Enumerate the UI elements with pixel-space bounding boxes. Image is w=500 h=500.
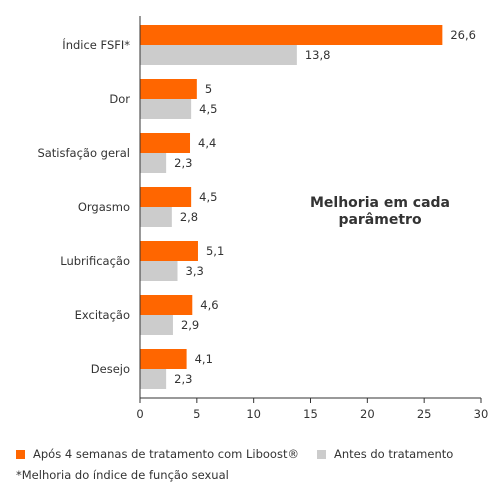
bar	[140, 295, 193, 315]
category-label: Índice FSFI*	[62, 37, 130, 52]
data-label: 13,8	[305, 48, 331, 62]
footnote: *Melhoria do índice de função sexual	[16, 468, 229, 482]
x-tick-label: 15	[303, 407, 318, 421]
bar	[140, 261, 178, 281]
axes-group: Índice FSFI* Dor Satisfação geral Orgasmo Lu…	[37, 16, 488, 421]
annotation-line-2: parâmetro	[338, 212, 422, 228]
data-label: 2,9	[181, 318, 199, 332]
data-label: 4,6	[200, 298, 218, 312]
x-tick-label: 5	[193, 407, 200, 421]
data-label: 2,8	[180, 210, 198, 224]
data-label: 4,5	[199, 190, 217, 204]
category-label: Dor	[109, 92, 130, 106]
bar	[140, 241, 198, 261]
category-label: Orgasmo	[78, 200, 130, 214]
data-label: 4,5	[199, 102, 217, 116]
category-label: Excitação	[75, 308, 130, 322]
bar	[140, 133, 191, 153]
data-label: 2,3	[174, 372, 192, 386]
category-label: Satisfação geral	[37, 146, 130, 160]
bar	[140, 207, 172, 227]
data-label: 4,1	[195, 352, 213, 366]
bar	[140, 187, 192, 207]
legend-label-after: Após 4 semanas de tratamento com Liboost…	[33, 447, 299, 461]
bar	[140, 369, 167, 389]
legend-label-before: Antes do tratamento	[333, 447, 454, 461]
x-tick-label: 25	[417, 407, 432, 421]
x-tick-label: 10	[246, 407, 261, 421]
legend: Após 4 semanas de tratamento com Liboost…	[16, 447, 471, 461]
bar	[140, 153, 167, 173]
data-label: 5,1	[206, 244, 224, 258]
legend-item-before: Antes do tratamento	[316, 447, 454, 461]
bar	[140, 79, 197, 99]
bar	[140, 315, 173, 335]
bar	[140, 349, 187, 369]
x-tick-label: 20	[360, 407, 375, 421]
legend-swatch-before	[316, 449, 326, 459]
bars-group: 26,613,854,54,42,34,52,85,13,34,62,94,12…	[140, 25, 476, 389]
data-label: 4,4	[198, 136, 216, 150]
bar	[140, 99, 192, 119]
legend-swatch-after	[16, 449, 25, 459]
data-label: 2,3	[174, 156, 192, 170]
data-label: 5	[205, 82, 212, 96]
category-label: Desejo	[91, 362, 130, 376]
data-label: 3,3	[186, 264, 204, 278]
x-tick-label: 30	[474, 407, 489, 421]
x-tick-label: 0	[136, 407, 143, 421]
bar	[140, 45, 297, 65]
category-label: Lubrificação	[60, 254, 130, 268]
data-label: 26,6	[450, 28, 476, 42]
legend-item-after: Após 4 semanas de tratamento com Liboost…	[16, 447, 299, 461]
bar	[140, 25, 443, 45]
annotation-line-1: Melhoria em cada	[310, 195, 450, 211]
